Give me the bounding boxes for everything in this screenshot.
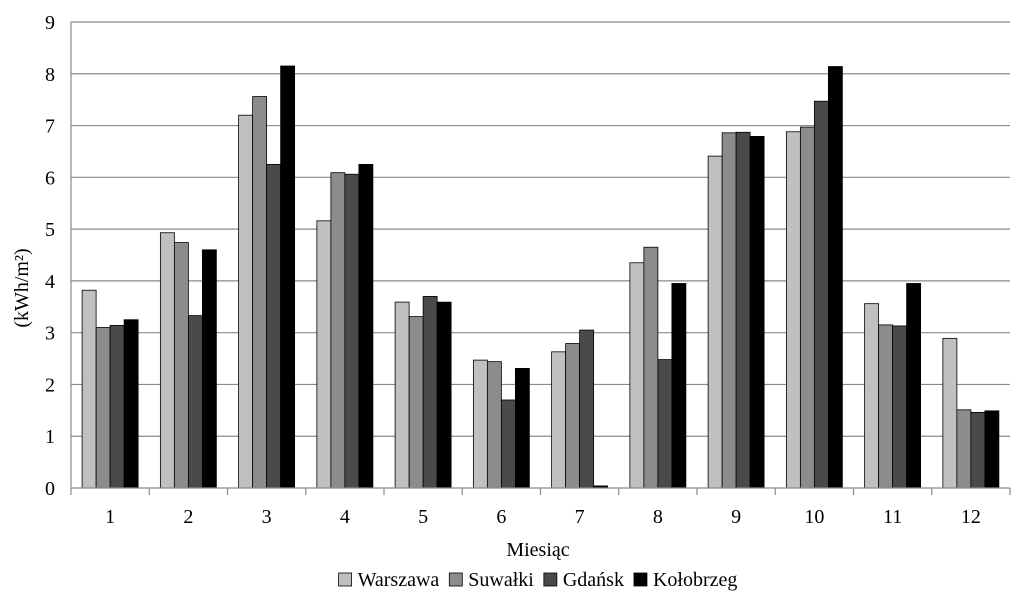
bar bbox=[813, 100, 829, 489]
bar bbox=[906, 283, 922, 489]
y-tick-label: 3 bbox=[45, 323, 55, 345]
bar bbox=[749, 136, 765, 489]
legend-swatch bbox=[338, 572, 353, 587]
x-tick-label: 3 bbox=[262, 506, 272, 528]
x-tick-label: 1 bbox=[105, 506, 115, 528]
bar bbox=[316, 220, 332, 489]
x-tick-label: 9 bbox=[731, 506, 741, 528]
bar bbox=[799, 126, 815, 489]
legend-label: Warszawa bbox=[358, 569, 440, 591]
x-tick-label: 7 bbox=[575, 506, 585, 528]
bar bbox=[785, 131, 801, 489]
bar bbox=[173, 242, 189, 489]
axes bbox=[70, 22, 1011, 495]
bar bbox=[970, 412, 986, 489]
legend-label: Suwałki bbox=[468, 569, 534, 591]
bar bbox=[671, 283, 687, 489]
bar bbox=[643, 246, 659, 489]
gridlines bbox=[71, 21, 1010, 437]
y-tick-label: 4 bbox=[45, 271, 55, 293]
bar bbox=[344, 173, 360, 489]
legend-swatch bbox=[633, 572, 648, 587]
bar bbox=[735, 131, 751, 489]
y-axis-title: (kWh/m²) bbox=[11, 248, 33, 327]
legend-label: Kołobrzeg bbox=[653, 569, 737, 591]
bar bbox=[358, 163, 374, 489]
bar bbox=[330, 172, 346, 489]
bar bbox=[280, 65, 296, 489]
bar bbox=[514, 367, 530, 489]
y-tick-label: 7 bbox=[45, 116, 55, 138]
legend-swatch bbox=[543, 572, 558, 587]
bar bbox=[500, 399, 516, 489]
bar bbox=[956, 409, 972, 489]
y-tick-label: 8 bbox=[45, 64, 55, 86]
bar bbox=[109, 325, 125, 489]
bar bbox=[81, 289, 97, 489]
y-tick-label: 6 bbox=[45, 167, 55, 189]
y-tick-label: 1 bbox=[45, 426, 55, 448]
bar bbox=[892, 325, 908, 489]
y-tick-label: 5 bbox=[45, 219, 55, 241]
bar bbox=[721, 132, 737, 489]
x-tick-label: 8 bbox=[653, 506, 663, 528]
bar bbox=[187, 315, 203, 489]
bar bbox=[252, 96, 268, 489]
bar bbox=[864, 303, 880, 489]
x-tick-label: 12 bbox=[961, 506, 981, 528]
x-tick-label: 4 bbox=[340, 506, 350, 528]
y-tick-label: 2 bbox=[45, 374, 55, 396]
bars bbox=[81, 65, 1000, 489]
bar bbox=[408, 316, 424, 489]
bar bbox=[238, 114, 254, 489]
bar bbox=[422, 296, 438, 489]
bar bbox=[579, 329, 595, 489]
legend-label: Gdańsk bbox=[563, 569, 624, 591]
bar bbox=[878, 324, 894, 489]
bar bbox=[827, 66, 843, 489]
bar bbox=[159, 232, 175, 489]
x-tick-label: 2 bbox=[183, 506, 193, 528]
bar bbox=[394, 301, 410, 489]
x-axis-title: Miesiąc bbox=[506, 539, 569, 561]
x-tick-label: 11 bbox=[883, 506, 902, 528]
bar bbox=[657, 359, 673, 489]
bar bbox=[123, 319, 139, 489]
legend: Warszawa Suwałki Gdańsk Kołobrzeg bbox=[338, 569, 737, 591]
y-tick-labels: 0 1 2 3 4 5 6 7 8 9 bbox=[45, 12, 55, 500]
bar bbox=[201, 249, 217, 489]
bar bbox=[436, 301, 452, 489]
bar bbox=[486, 361, 502, 489]
x-tick-label: 6 bbox=[496, 506, 506, 528]
bar bbox=[472, 359, 488, 489]
x-tick-labels: 1 2 3 4 5 6 7 8 9 10 11 12 bbox=[105, 506, 981, 528]
bar bbox=[942, 337, 958, 489]
bar bbox=[551, 351, 567, 489]
x-tick-label: 10 bbox=[804, 506, 824, 528]
legend-swatch bbox=[448, 572, 463, 587]
bar bbox=[707, 155, 723, 489]
x-tick-label: 5 bbox=[418, 506, 428, 528]
bar bbox=[565, 343, 581, 489]
bar bbox=[629, 262, 645, 489]
y-tick-label: 0 bbox=[45, 478, 55, 500]
bar bbox=[95, 327, 111, 489]
bar bbox=[984, 410, 1000, 489]
bar bbox=[266, 163, 282, 489]
y-tick-label: 9 bbox=[45, 12, 55, 34]
